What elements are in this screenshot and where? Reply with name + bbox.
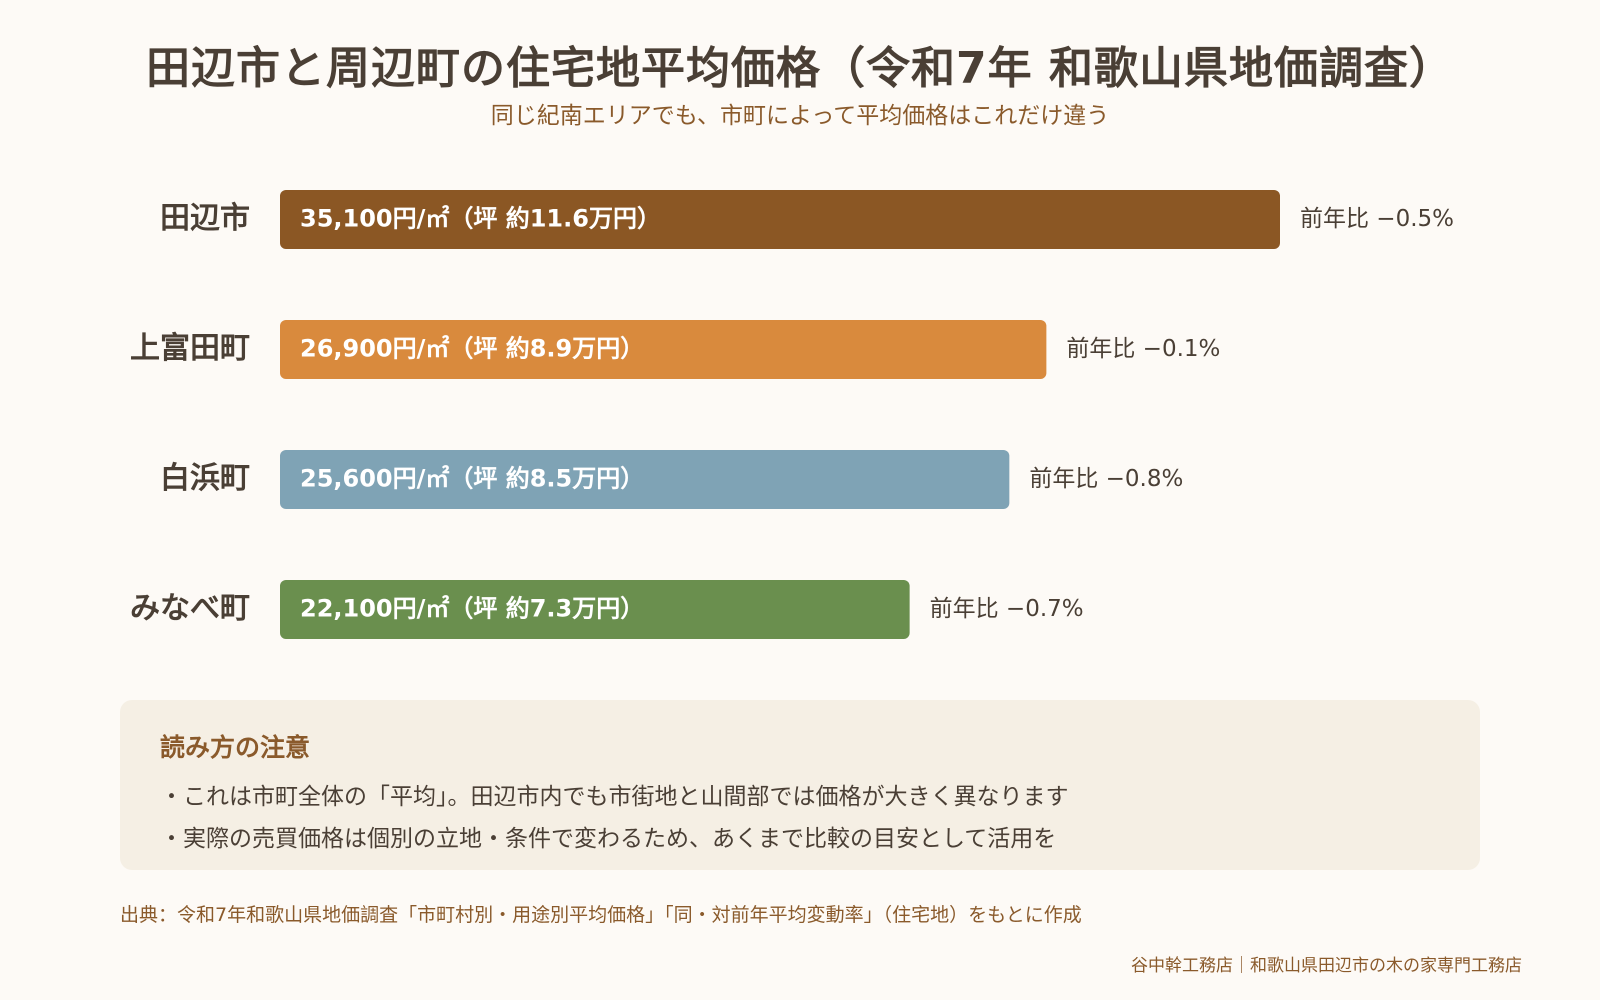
yoy-change-label: 前年比 −0.7% bbox=[930, 596, 1084, 622]
chart-title: 田辺市と周辺町の住宅地平均価格（令和7年 和歌山県地価調査） bbox=[146, 43, 1454, 94]
bar-value-label: 22,100円/㎡（坪 約7.3万円） bbox=[300, 595, 644, 623]
yoy-change-label: 前年比 −0.8% bbox=[1029, 466, 1183, 492]
note-line-2: ・実際の売買価格は個別の立地・条件で変わるため、あくまで比較の目安として活用を bbox=[160, 826, 1057, 852]
bar bbox=[280, 450, 1010, 509]
category-label: 上富田町 bbox=[130, 331, 250, 366]
yoy-change-label: 前年比 −0.1% bbox=[1066, 336, 1220, 362]
note-line-1: ・これは市町全体の「平均」。田辺市内でも市街地と山間部では価格が大きく異なります bbox=[160, 784, 1069, 810]
footer-credit: 谷中幹工務店｜和歌山県田辺市の木の家専門工務店 bbox=[1131, 956, 1522, 976]
category-label: 白浜町 bbox=[160, 461, 250, 496]
bar bbox=[280, 580, 910, 639]
bar-value-label: 26,900円/㎡（坪 約8.9万円） bbox=[300, 335, 644, 363]
bar bbox=[280, 320, 1047, 379]
source-note: 出典：令和7年和歌山県地価調査「市町村別・用途別平均価格」「同・対前年平均変動率… bbox=[120, 904, 1082, 926]
category-label: みなべ町 bbox=[130, 591, 250, 626]
bar-value-label: 25,600円/㎡（坪 約8.5万円） bbox=[300, 465, 644, 493]
category-label: 田辺市 bbox=[160, 201, 250, 236]
reading-notes-box: 読み方の注意 ・これは市町全体の「平均」。田辺市内でも市街地と山間部では価格が大… bbox=[120, 700, 1480, 870]
bar-chart: 田辺市 35,100円/㎡（坪 約11.6万円） 前年比 −0.5% 上富田町 26,9… bbox=[130, 190, 1454, 639]
yoy-change-label: 前年比 −0.5% bbox=[1300, 206, 1454, 232]
bar-value-label: 35,100円/㎡（坪 約11.6万円） bbox=[300, 205, 661, 233]
bar bbox=[280, 190, 1280, 249]
notes-title: 読み方の注意 bbox=[160, 733, 311, 762]
chart-subtitle: 同じ紀南エリアでも、市町によって平均価格はこれだけ違う bbox=[490, 103, 1110, 129]
